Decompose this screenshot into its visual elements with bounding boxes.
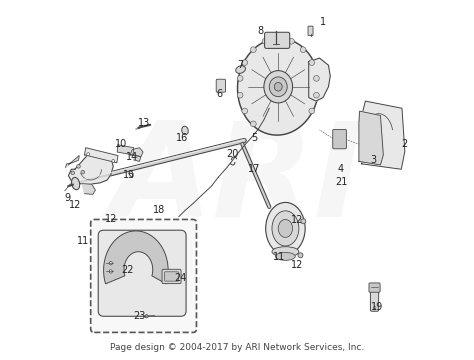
Ellipse shape bbox=[272, 247, 299, 257]
Polygon shape bbox=[104, 231, 168, 284]
Ellipse shape bbox=[266, 202, 305, 255]
Text: 19: 19 bbox=[371, 302, 383, 312]
Polygon shape bbox=[117, 145, 134, 155]
Text: 22: 22 bbox=[121, 265, 134, 275]
Ellipse shape bbox=[237, 92, 243, 98]
Ellipse shape bbox=[237, 39, 319, 135]
FancyBboxPatch shape bbox=[264, 32, 290, 48]
Text: 7: 7 bbox=[237, 60, 244, 70]
Text: 12: 12 bbox=[291, 215, 303, 225]
Ellipse shape bbox=[269, 77, 287, 96]
Ellipse shape bbox=[374, 306, 376, 309]
Ellipse shape bbox=[182, 126, 188, 135]
Text: 14: 14 bbox=[126, 152, 138, 162]
Text: 6: 6 bbox=[217, 89, 223, 99]
Ellipse shape bbox=[236, 66, 246, 73]
FancyBboxPatch shape bbox=[91, 220, 197, 332]
Ellipse shape bbox=[264, 71, 292, 103]
Polygon shape bbox=[82, 184, 95, 194]
Ellipse shape bbox=[112, 159, 115, 162]
Polygon shape bbox=[84, 148, 118, 163]
Polygon shape bbox=[362, 101, 405, 169]
Ellipse shape bbox=[301, 219, 306, 224]
Text: 11: 11 bbox=[273, 252, 285, 262]
Text: 20: 20 bbox=[227, 149, 239, 159]
Text: 15: 15 bbox=[123, 170, 136, 180]
Ellipse shape bbox=[72, 177, 80, 190]
Ellipse shape bbox=[262, 39, 268, 44]
Ellipse shape bbox=[237, 76, 243, 81]
Polygon shape bbox=[130, 148, 143, 157]
Text: 9: 9 bbox=[64, 193, 71, 203]
Text: 5: 5 bbox=[251, 133, 257, 143]
Text: 18: 18 bbox=[153, 206, 165, 216]
FancyBboxPatch shape bbox=[333, 130, 346, 149]
Text: 23: 23 bbox=[133, 311, 146, 321]
Text: 24: 24 bbox=[174, 273, 187, 283]
Ellipse shape bbox=[275, 36, 281, 41]
Text: 21: 21 bbox=[335, 177, 347, 187]
Polygon shape bbox=[309, 58, 330, 101]
Text: 1: 1 bbox=[320, 17, 326, 27]
Polygon shape bbox=[134, 155, 141, 161]
Ellipse shape bbox=[250, 47, 256, 53]
Polygon shape bbox=[68, 152, 113, 184]
FancyBboxPatch shape bbox=[164, 272, 179, 281]
Ellipse shape bbox=[274, 82, 282, 91]
Text: 13: 13 bbox=[138, 118, 151, 128]
Ellipse shape bbox=[309, 108, 315, 114]
Text: 17: 17 bbox=[248, 164, 260, 174]
Ellipse shape bbox=[313, 76, 319, 81]
Text: 2: 2 bbox=[401, 139, 408, 149]
Ellipse shape bbox=[275, 252, 295, 260]
Ellipse shape bbox=[145, 315, 148, 318]
FancyBboxPatch shape bbox=[216, 79, 226, 92]
FancyBboxPatch shape bbox=[370, 289, 379, 311]
Text: 3: 3 bbox=[370, 155, 376, 165]
Ellipse shape bbox=[298, 253, 303, 258]
Ellipse shape bbox=[242, 108, 247, 114]
Ellipse shape bbox=[289, 39, 294, 44]
Text: 16: 16 bbox=[176, 133, 189, 143]
Text: 12: 12 bbox=[291, 260, 303, 270]
Polygon shape bbox=[65, 156, 79, 167]
Ellipse shape bbox=[81, 170, 84, 174]
FancyBboxPatch shape bbox=[369, 283, 380, 292]
Text: 12: 12 bbox=[69, 200, 81, 210]
Text: 10: 10 bbox=[115, 139, 128, 149]
Ellipse shape bbox=[109, 262, 112, 265]
Ellipse shape bbox=[309, 60, 315, 66]
Text: 8: 8 bbox=[257, 26, 264, 36]
FancyBboxPatch shape bbox=[308, 26, 313, 36]
Ellipse shape bbox=[313, 92, 319, 98]
Ellipse shape bbox=[109, 270, 112, 273]
Ellipse shape bbox=[272, 211, 299, 246]
Text: 4: 4 bbox=[338, 164, 344, 174]
Ellipse shape bbox=[250, 121, 256, 127]
Text: 12: 12 bbox=[105, 215, 117, 224]
FancyBboxPatch shape bbox=[162, 269, 181, 284]
Ellipse shape bbox=[242, 60, 247, 66]
FancyBboxPatch shape bbox=[98, 230, 186, 316]
Ellipse shape bbox=[87, 153, 90, 156]
Text: Page design © 2004-2017 by ARI Network Services, Inc.: Page design © 2004-2017 by ARI Network S… bbox=[110, 343, 364, 352]
Ellipse shape bbox=[300, 47, 306, 53]
Ellipse shape bbox=[71, 171, 74, 175]
Ellipse shape bbox=[77, 165, 80, 168]
Text: ARI: ARI bbox=[110, 117, 364, 243]
Text: 11: 11 bbox=[77, 236, 90, 246]
Polygon shape bbox=[359, 111, 383, 165]
Ellipse shape bbox=[278, 220, 292, 237]
